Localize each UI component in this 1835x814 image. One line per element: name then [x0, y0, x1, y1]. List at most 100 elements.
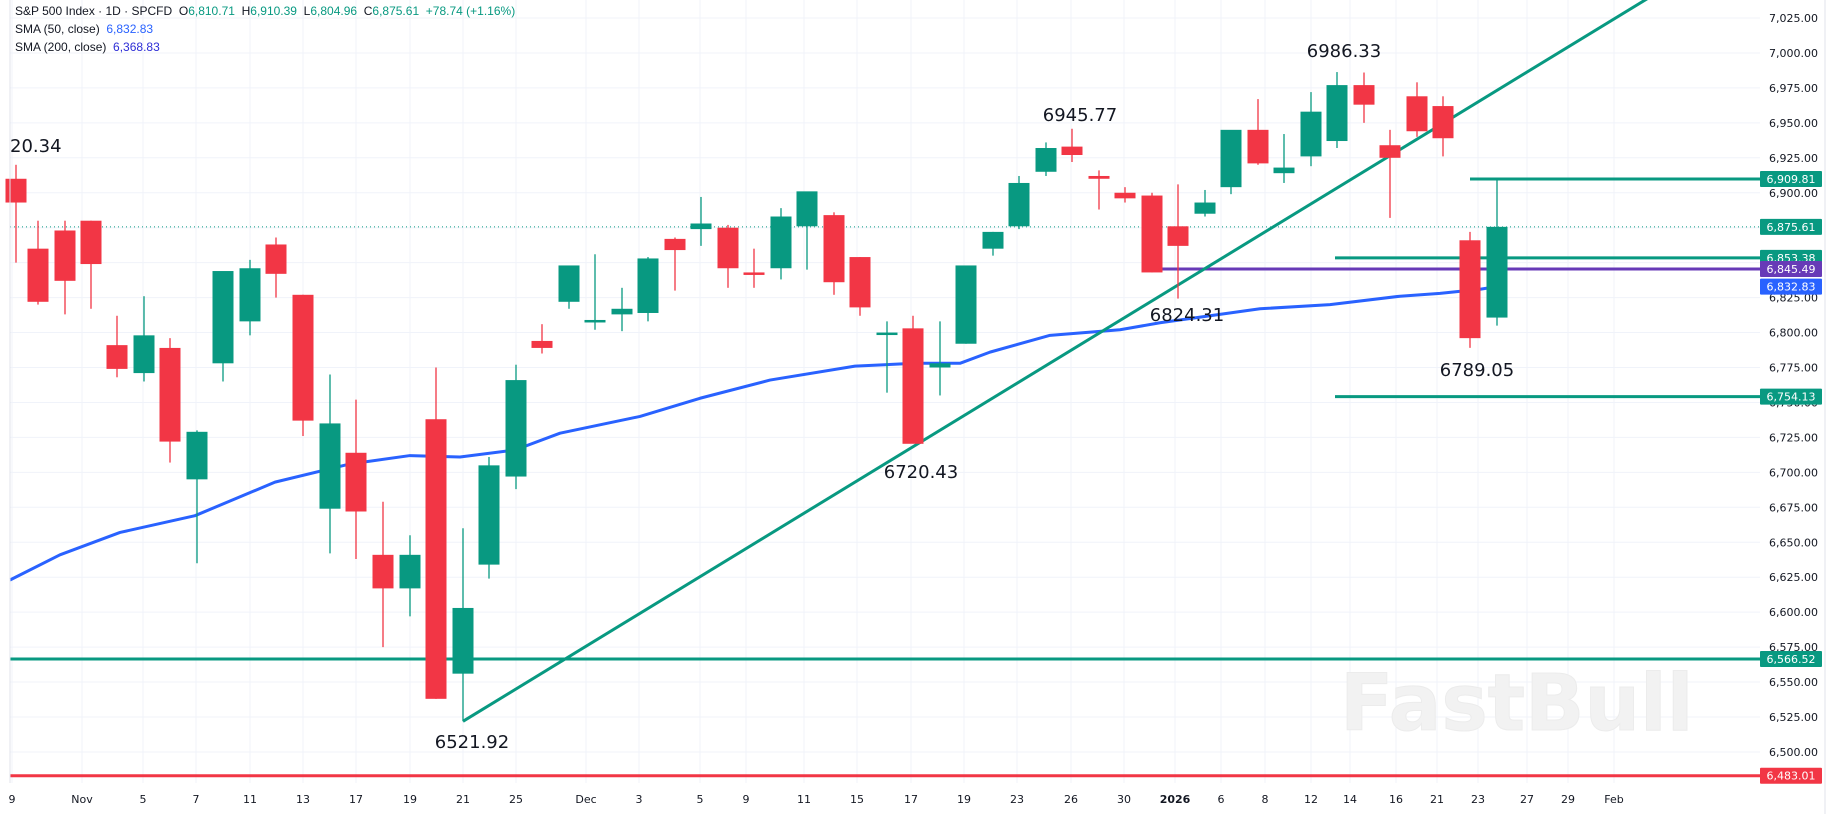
price-tag-bg [1760, 388, 1822, 405]
candle-body [1167, 226, 1189, 246]
candle-up [1220, 129, 1242, 195]
candle-body [1088, 175, 1110, 179]
candle-down [1141, 192, 1163, 273]
price-axis-label: 6,675.00 [1769, 501, 1818, 514]
candle-body [1114, 192, 1136, 199]
candle-down [1406, 82, 1428, 137]
candle-down [372, 501, 394, 648]
candle-body [1379, 145, 1401, 158]
candle-body [876, 332, 898, 336]
candle-body [345, 452, 367, 512]
price-annotations: 20.34 6521.92 6720.43 6945.77 6824.31 6986.33… [10, 41, 1514, 753]
candle-body [54, 230, 76, 281]
candle-body [849, 257, 871, 308]
candle-body [478, 465, 500, 565]
candle-body [1061, 146, 1083, 156]
candle-body [823, 215, 845, 283]
candle-body [770, 216, 792, 269]
sma50-line [9, 285, 1498, 582]
candle-body [159, 347, 181, 442]
candle-body [1035, 148, 1057, 172]
candle-body [558, 265, 580, 302]
candle-up [452, 528, 474, 722]
price-axis-label: 6,950.00 [1769, 117, 1818, 130]
candle-body [425, 419, 447, 699]
price-tag-label: 6,875.61 [1767, 221, 1816, 234]
candle-up [558, 265, 580, 309]
time-axis-label: 5 [697, 793, 704, 806]
close-value: 6,875.61 [372, 4, 420, 18]
candle-up [584, 254, 606, 330]
price-axis[interactable]: 7,025.00 7,000.00 6,975.00 6,950.00 6,925.00… [1769, 12, 1818, 759]
candle-body [452, 607, 474, 674]
candle-body [664, 238, 686, 251]
candle-body [106, 345, 128, 369]
price-axis-label: 6,600.00 [1769, 606, 1818, 619]
open-value: 6,810.71 [188, 4, 235, 18]
time-axis-label: 7 [193, 793, 200, 806]
candle-up [982, 231, 1004, 256]
candle-down [1353, 72, 1375, 123]
candle-up [505, 364, 527, 490]
candle-body [186, 431, 208, 480]
price-tag-label: 6,754.13 [1767, 391, 1816, 404]
price-annotation: 6720.43 [884, 462, 958, 483]
time-axis-label: 25 [509, 793, 523, 806]
candle-body [5, 178, 27, 203]
candle-down [425, 367, 447, 699]
horizontal-levels [10, 177, 1760, 778]
candle-body [399, 554, 421, 589]
candle-up [478, 456, 500, 579]
candle-up [690, 196, 712, 246]
legend-ohlc-row: S&P 500 Index · 1D · SPCFD O6,810.71 H6,… [15, 2, 515, 20]
price-tags: 6,909.816,875.616,853.386,845.496,832.83… [1760, 171, 1822, 784]
candle-down [265, 237, 287, 298]
candle-body [265, 244, 287, 274]
time-axis-label: 3 [636, 793, 643, 806]
legend-sma200-row[interactable]: SMA (200, close) 6,368.83 [15, 38, 515, 56]
candle-body [1300, 111, 1322, 157]
price-annotation: 6986.33 [1307, 41, 1381, 62]
price-tag-bg [1760, 218, 1822, 235]
time-axis-label: 14 [1343, 793, 1357, 806]
candle-up [133, 296, 155, 382]
close-label: C [363, 4, 373, 18]
time-axis-label: Nov [71, 793, 93, 806]
candle-up [1326, 72, 1348, 149]
candle-down [159, 338, 181, 463]
price-tag: 6,875.61 [1760, 218, 1822, 235]
price-axis-label: 6,575.00 [1769, 641, 1818, 654]
sma50-value: 6,832.83 [106, 22, 154, 36]
price-tag-label: 6,909.81 [1767, 173, 1816, 186]
price-axis-label: 6,625.00 [1769, 571, 1818, 584]
time-axis-label: 9 [743, 793, 750, 806]
candle-down [902, 315, 924, 444]
candle-body [1273, 167, 1295, 174]
candle-down [849, 257, 871, 316]
price-tag-bg [1760, 767, 1822, 784]
candle-body [982, 231, 1004, 249]
symbol-title[interactable]: S&P 500 Index · 1D · SPCFD [15, 4, 173, 18]
candle-body [1459, 240, 1481, 339]
price-tag: 6,754.13 [1760, 388, 1822, 405]
open-label: O [178, 4, 189, 18]
candle-down [1459, 231, 1481, 348]
legend-sma50-row[interactable]: SMA (50, close) 6,832.83 [15, 20, 515, 38]
time-axis-label: 21 [1430, 793, 1444, 806]
price-tag-label: 6,832.83 [1767, 281, 1816, 294]
candle-down [345, 399, 367, 560]
time-axis[interactable]: 9 Nov 5 7 11 13 17 19 21 25 Dec 3 5 9 11 15 17 19 23 26 30 20… [9, 793, 1624, 806]
candle-down [1432, 96, 1454, 157]
candle-up [399, 535, 421, 617]
sma50-polyline [9, 285, 1498, 582]
candle-down [823, 212, 845, 295]
sma200-value: 6,368.83 [113, 40, 160, 54]
time-axis-label: 19 [957, 793, 971, 806]
price-annotation: 20.34 [10, 136, 62, 157]
price-annotation: 6945.77 [1043, 105, 1117, 126]
chart-legend: S&P 500 Index · 1D · SPCFD O6,810.71 H6,… [15, 2, 515, 56]
price-tag-bg [1760, 171, 1822, 188]
candle-up [1486, 178, 1508, 326]
candle-up [929, 321, 951, 396]
